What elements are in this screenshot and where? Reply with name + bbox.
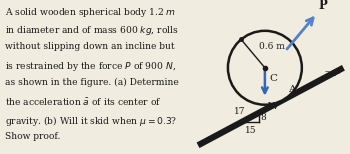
Text: gravity. (b) Will it skid when $\mu = 0.3$?: gravity. (b) Will it skid when $\mu = 0.… [5, 114, 177, 128]
Text: W: W [268, 102, 279, 111]
Text: in diameter and of mass 600 $kg$, rolls: in diameter and of mass 600 $kg$, rolls [5, 24, 179, 37]
Circle shape [228, 31, 302, 105]
Text: 17: 17 [234, 107, 246, 116]
Text: the acceleration $\bar{a}$ of its center of: the acceleration $\bar{a}$ of its center… [5, 96, 162, 107]
Text: is restrained by the force $P$ of 900 $N$,: is restrained by the force $P$ of 900 $N… [5, 60, 176, 73]
Text: A solid wooden spherical body 1.2 $m$: A solid wooden spherical body 1.2 $m$ [5, 6, 176, 19]
Text: as shown in the figure. (a) Determine: as shown in the figure. (a) Determine [5, 78, 179, 87]
Text: without slipping down an incline but: without slipping down an incline but [5, 42, 175, 51]
Text: 15: 15 [245, 126, 256, 135]
Text: P: P [318, 0, 327, 12]
Text: – μ: – μ [326, 67, 341, 76]
Text: 8: 8 [261, 113, 266, 122]
Text: A: A [288, 85, 296, 94]
Text: 0.6 m: 0.6 m [259, 42, 285, 51]
Text: C: C [270, 74, 278, 83]
Text: Show proof.: Show proof. [5, 132, 61, 141]
